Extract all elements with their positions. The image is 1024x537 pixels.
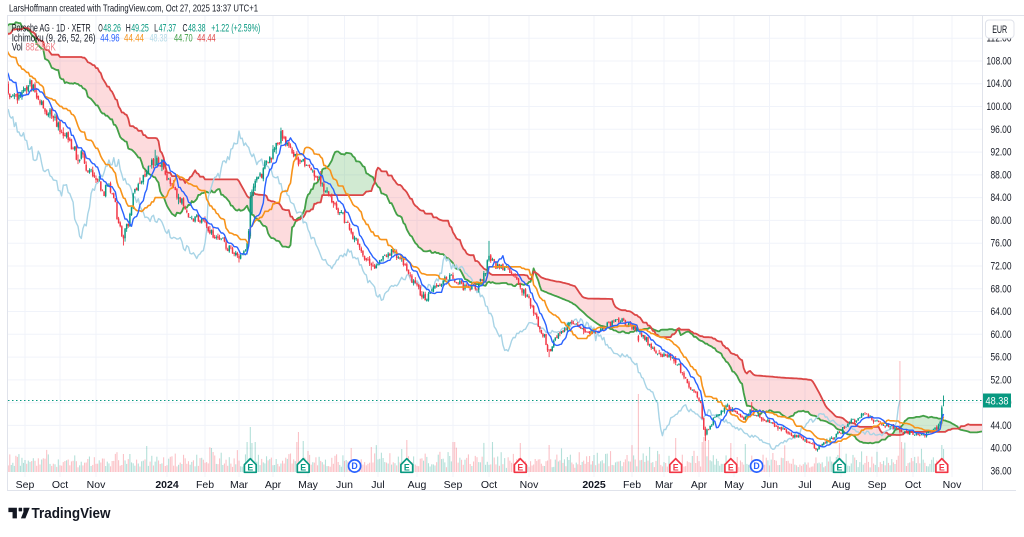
svg-text:Jul: Jul [798, 479, 811, 491]
svg-text:44.44: 44.44 [197, 32, 216, 44]
svg-text:44.44: 44.44 [124, 32, 144, 44]
svg-text:48.38: 48.38 [150, 32, 168, 44]
svg-text:Oct: Oct [52, 479, 68, 491]
svg-text:May: May [298, 479, 319, 491]
svg-text:56.00: 56.00 [991, 352, 1012, 364]
svg-text:88.00: 88.00 [991, 169, 1012, 181]
svg-text:48.38: 48.38 [986, 395, 1009, 407]
svg-text:40.00: 40.00 [991, 443, 1012, 455]
svg-text:76.00: 76.00 [991, 238, 1012, 250]
svg-text:Apr: Apr [265, 479, 282, 491]
svg-text:E: E [728, 462, 734, 472]
svg-text:E: E [300, 462, 306, 472]
svg-text:Mar: Mar [655, 479, 674, 491]
svg-text:47.37: 47.37 [159, 23, 177, 35]
svg-text:92.00: 92.00 [991, 147, 1012, 159]
svg-text:104.00: 104.00 [987, 78, 1012, 90]
svg-text:72.00: 72.00 [991, 260, 1012, 272]
svg-text:Oct: Oct [905, 479, 921, 491]
svg-text:TradingView: TradingView [32, 506, 112, 522]
svg-text:108.00: 108.00 [987, 55, 1012, 67]
svg-text:60.00: 60.00 [991, 329, 1012, 341]
svg-text:2025: 2025 [582, 479, 606, 491]
svg-text:E: E [836, 462, 842, 472]
svg-text:E: E [517, 462, 523, 472]
svg-text:Ichimoku (9, 26, 52, 26): Ichimoku (9, 26, 52, 26) [12, 32, 96, 44]
svg-text:EUR: EUR [992, 24, 1007, 36]
svg-text:D: D [753, 461, 759, 471]
svg-text:LarsHoffmann created with Trad: LarsHoffmann created with TradingView.co… [9, 3, 258, 15]
svg-text:Vol: Vol [12, 42, 23, 54]
svg-text:Apr: Apr [691, 479, 708, 491]
svg-text:Feb: Feb [623, 479, 641, 491]
svg-text:Nov: Nov [87, 479, 106, 491]
svg-text:C: C [183, 23, 188, 35]
svg-text:96.00: 96.00 [991, 124, 1012, 136]
svg-text:80.00: 80.00 [991, 215, 1012, 227]
svg-text:Jun: Jun [761, 479, 778, 491]
svg-text:Nov: Nov [520, 479, 539, 491]
svg-text:Jun: Jun [336, 479, 353, 491]
svg-text:+1.22 (+2.59%): +1.22 (+2.59%) [211, 23, 260, 35]
svg-text:44.96: 44.96 [100, 32, 119, 44]
svg-text:E: E [404, 462, 410, 472]
svg-text:D: D [351, 461, 357, 471]
svg-text:Oct: Oct [481, 479, 497, 491]
svg-text:H: H [126, 23, 131, 35]
svg-text:882.56K: 882.56K [26, 42, 57, 54]
svg-text:E: E [673, 462, 679, 472]
svg-text:Mar: Mar [230, 479, 249, 491]
svg-text:E: E [939, 462, 945, 472]
svg-text:84.00: 84.00 [991, 192, 1012, 204]
svg-text:49.25: 49.25 [131, 23, 149, 35]
svg-text:48.38: 48.38 [188, 23, 206, 35]
svg-text:52.00: 52.00 [991, 374, 1012, 386]
svg-text:68.00: 68.00 [991, 283, 1012, 295]
svg-text:48.26: 48.26 [103, 23, 121, 35]
svg-text:May: May [724, 479, 745, 491]
svg-text:Aug: Aug [408, 479, 427, 491]
svg-text:64.00: 64.00 [991, 306, 1012, 318]
svg-text:36.00: 36.00 [991, 466, 1012, 478]
svg-text:44.70: 44.70 [174, 32, 193, 44]
svg-text:Sep: Sep [444, 479, 463, 491]
svg-text:Nov: Nov [943, 479, 962, 491]
svg-text:Sep: Sep [16, 479, 35, 491]
svg-text:Feb: Feb [196, 479, 214, 491]
svg-text:Jul: Jul [371, 479, 384, 491]
svg-text:2024: 2024 [155, 479, 179, 491]
svg-text:Porsche AG · 1D · XETR: Porsche AG · 1D · XETR [12, 23, 91, 35]
svg-text:Aug: Aug [832, 479, 851, 491]
svg-text:Sep: Sep [868, 479, 887, 491]
svg-text:44.00: 44.00 [991, 420, 1012, 432]
svg-text:O: O [98, 23, 103, 35]
svg-text:L: L [154, 23, 158, 35]
svg-text:E: E [247, 462, 253, 472]
svg-text:100.00: 100.00 [987, 101, 1012, 113]
